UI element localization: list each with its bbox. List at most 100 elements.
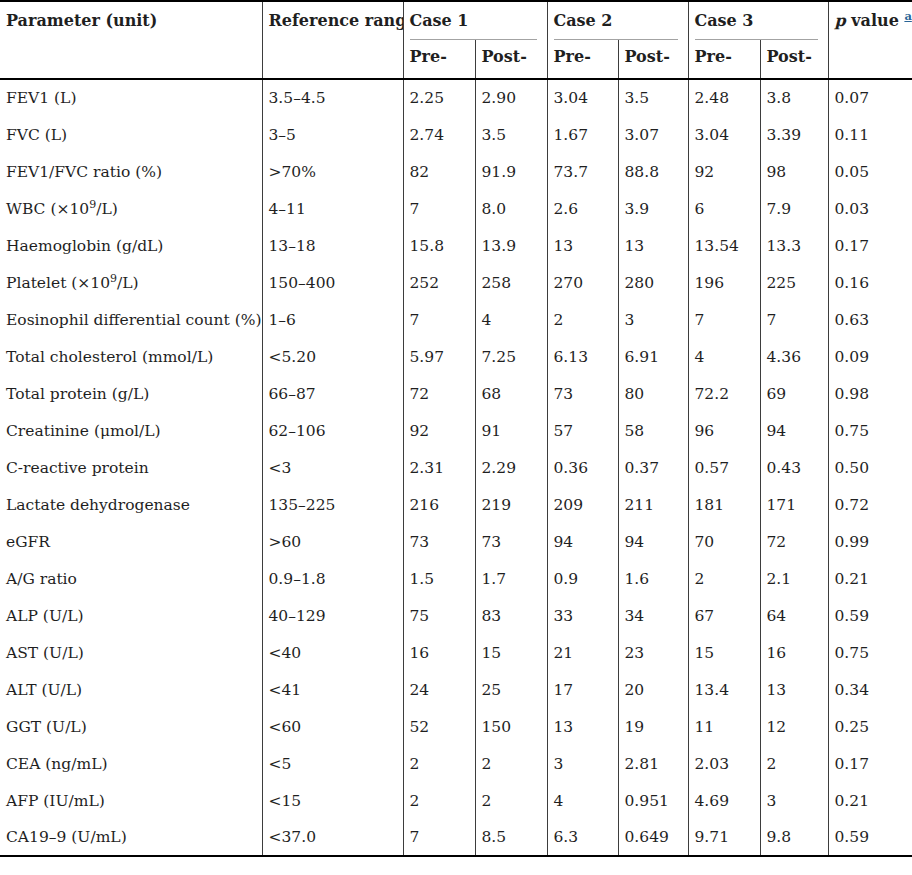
table-row: Haemoglobin (g/dL)13–1815.813.9131313.54… bbox=[0, 227, 912, 264]
case1-pre-cell: 73 bbox=[403, 523, 475, 560]
p-value-cell: 0.07 bbox=[828, 79, 912, 116]
case1-pre-cell: 15.8 bbox=[403, 227, 475, 264]
case1-pre-cell: 82 bbox=[403, 153, 475, 190]
case1-post-cell: 91 bbox=[475, 412, 547, 449]
table-row: Lactate dehydrogenase135–225216219209211… bbox=[0, 486, 912, 523]
case1-pre-cell: 24 bbox=[403, 671, 475, 708]
case2-post-cell: 94 bbox=[618, 523, 688, 560]
case3-post-cell: 94 bbox=[760, 412, 828, 449]
case3-pre-cell: 196 bbox=[688, 264, 760, 301]
case1-pre-cell: 7 bbox=[403, 190, 475, 227]
p-value-word: value bbox=[846, 11, 899, 30]
p-value-cell: 0.21 bbox=[828, 782, 912, 819]
case1-pre-cell: 7 bbox=[403, 301, 475, 338]
case3-pre-cell: 6 bbox=[688, 190, 760, 227]
table-row: CA19–9 (U/mL)<37.078.56.30.6499.719.80.5… bbox=[0, 819, 912, 856]
case2-post-cell: 280 bbox=[618, 264, 688, 301]
case3-post-cell: 0.43 bbox=[760, 449, 828, 486]
table-row: C-reactive protein<32.312.290.360.370.57… bbox=[0, 449, 912, 486]
case3-post-cell: 13.3 bbox=[760, 227, 828, 264]
case2-pre-cell: 2 bbox=[547, 301, 618, 338]
table-row: FVC (L)3–52.743.51.673.073.043.390.11 bbox=[0, 116, 912, 153]
case2-post-cell: 88.8 bbox=[618, 153, 688, 190]
column-header-case2-post: Post- bbox=[618, 40, 688, 79]
case3-post-cell: 9.8 bbox=[760, 819, 828, 856]
reference-range-cell: <41 bbox=[262, 671, 403, 708]
parameter-cell: FEV1/FVC ratio (%) bbox=[0, 153, 262, 190]
p-value-cell: 0.16 bbox=[828, 264, 912, 301]
reference-range-cell: <3 bbox=[262, 449, 403, 486]
parameter-cell: Eosinophil differential count (%) bbox=[0, 301, 262, 338]
case3-post-cell: 225 bbox=[760, 264, 828, 301]
table-row: ALP (U/L)40–1297583333467640.59 bbox=[0, 597, 912, 634]
table-row: eGFR>607373949470720.99 bbox=[0, 523, 912, 560]
p-value-cell: 0.98 bbox=[828, 375, 912, 412]
case3-post-cell: 2.1 bbox=[760, 560, 828, 597]
reference-range-cell: <5.20 bbox=[262, 338, 403, 375]
case2-pre-cell: 0.36 bbox=[547, 449, 618, 486]
column-header-p-value: p value a bbox=[828, 1, 912, 79]
case2-pre-cell: 6.13 bbox=[547, 338, 618, 375]
case2-pre-cell: 4 bbox=[547, 782, 618, 819]
case3-post-cell: 4.36 bbox=[760, 338, 828, 375]
case3-post-cell: 2 bbox=[760, 745, 828, 782]
case1-post-cell: 73 bbox=[475, 523, 547, 560]
case3-post-cell: 64 bbox=[760, 597, 828, 634]
case1-post-cell: 2 bbox=[475, 782, 547, 819]
case1-pre-cell: 52 bbox=[403, 708, 475, 745]
case2-pre-cell: 209 bbox=[547, 486, 618, 523]
case3-pre-cell: 96 bbox=[688, 412, 760, 449]
reference-range-cell: <15 bbox=[262, 782, 403, 819]
case2-post-cell: 0.649 bbox=[618, 819, 688, 856]
reference-range-cell: <5 bbox=[262, 745, 403, 782]
case1-pre-cell: 1.5 bbox=[403, 560, 475, 597]
table-row: FEV1/FVC ratio (%)>70%8291.973.788.89298… bbox=[0, 153, 912, 190]
case3-post-cell: 3.8 bbox=[760, 79, 828, 116]
parameter-cell: WBC (×109/L) bbox=[0, 190, 262, 227]
case2-post-cell: 3 bbox=[618, 301, 688, 338]
case1-pre-cell: 16 bbox=[403, 634, 475, 671]
reference-range-cell: 66–87 bbox=[262, 375, 403, 412]
reference-range-cell: 3–5 bbox=[262, 116, 403, 153]
case1-pre-cell: 2 bbox=[403, 745, 475, 782]
case1-pre-cell: 7 bbox=[403, 819, 475, 856]
case1-post-cell: 7.25 bbox=[475, 338, 547, 375]
case2-pre-cell: 2.6 bbox=[547, 190, 618, 227]
footnote-a-link[interactable]: a bbox=[904, 9, 911, 23]
case3-label: Case 3 bbox=[695, 11, 818, 40]
reference-range-cell: 135–225 bbox=[262, 486, 403, 523]
column-header-case3-post: Post- bbox=[760, 40, 828, 79]
case1-pre-cell: 252 bbox=[403, 264, 475, 301]
parameter-cell: Creatinine (μmol/L) bbox=[0, 412, 262, 449]
table-row: Total cholesterol (mmol/L)<5.205.977.256… bbox=[0, 338, 912, 375]
reference-range-cell: 40–129 bbox=[262, 597, 403, 634]
parameter-cell: Haemoglobin (g/dL) bbox=[0, 227, 262, 264]
case3-pre-cell: 72.2 bbox=[688, 375, 760, 412]
p-value-cell: 0.63 bbox=[828, 301, 912, 338]
case1-post-cell: 68 bbox=[475, 375, 547, 412]
reference-range-cell: <37.0 bbox=[262, 819, 403, 856]
case3-pre-cell: 181 bbox=[688, 486, 760, 523]
p-italic: p bbox=[835, 11, 846, 30]
case3-pre-cell: 15 bbox=[688, 634, 760, 671]
case3-post-cell: 3.39 bbox=[760, 116, 828, 153]
case2-post-cell: 2.81 bbox=[618, 745, 688, 782]
case1-post-cell: 2 bbox=[475, 745, 547, 782]
column-header-case2: Case 2 bbox=[547, 1, 688, 40]
case1-post-cell: 2.90 bbox=[475, 79, 547, 116]
table-row: Eosinophil differential count (%)1–67423… bbox=[0, 301, 912, 338]
case2-pre-cell: 73.7 bbox=[547, 153, 618, 190]
table-row: ALT (U/L)<412425172013.4130.34 bbox=[0, 671, 912, 708]
case1-post-cell: 13.9 bbox=[475, 227, 547, 264]
case3-pre-cell: 2.03 bbox=[688, 745, 760, 782]
clinical-parameters-table: Parameter (unit) Reference range Case 1 … bbox=[0, 0, 912, 857]
table-row: A/G ratio0.9–1.81.51.70.91.622.10.21 bbox=[0, 560, 912, 597]
case3-post-cell: 171 bbox=[760, 486, 828, 523]
case2-post-cell: 1.6 bbox=[618, 560, 688, 597]
case1-pre-cell: 2.25 bbox=[403, 79, 475, 116]
p-value-cell: 0.09 bbox=[828, 338, 912, 375]
header-row-top: Parameter (unit) Reference range Case 1 … bbox=[0, 1, 912, 40]
case3-post-cell: 69 bbox=[760, 375, 828, 412]
table-row: Creatinine (μmol/L)62–1069291575896940.7… bbox=[0, 412, 912, 449]
case2-post-cell: 13 bbox=[618, 227, 688, 264]
